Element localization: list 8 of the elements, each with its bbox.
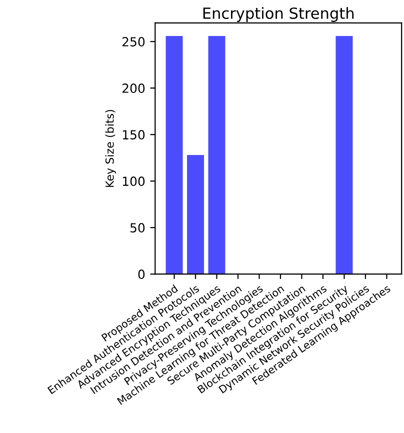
y-tick-label: 150 [122,130,145,140]
y-tick-label: 100 [122,176,145,186]
y-tick-label: 250 [122,37,145,46]
chart-title: Encryption Strength [203,7,354,22]
y-tick-label: 0 [138,270,145,280]
y-axis-title: Key Size (bits) [105,110,116,187]
y-tick-label: 50 [130,223,145,233]
y-tick-label: 200 [122,84,145,93]
